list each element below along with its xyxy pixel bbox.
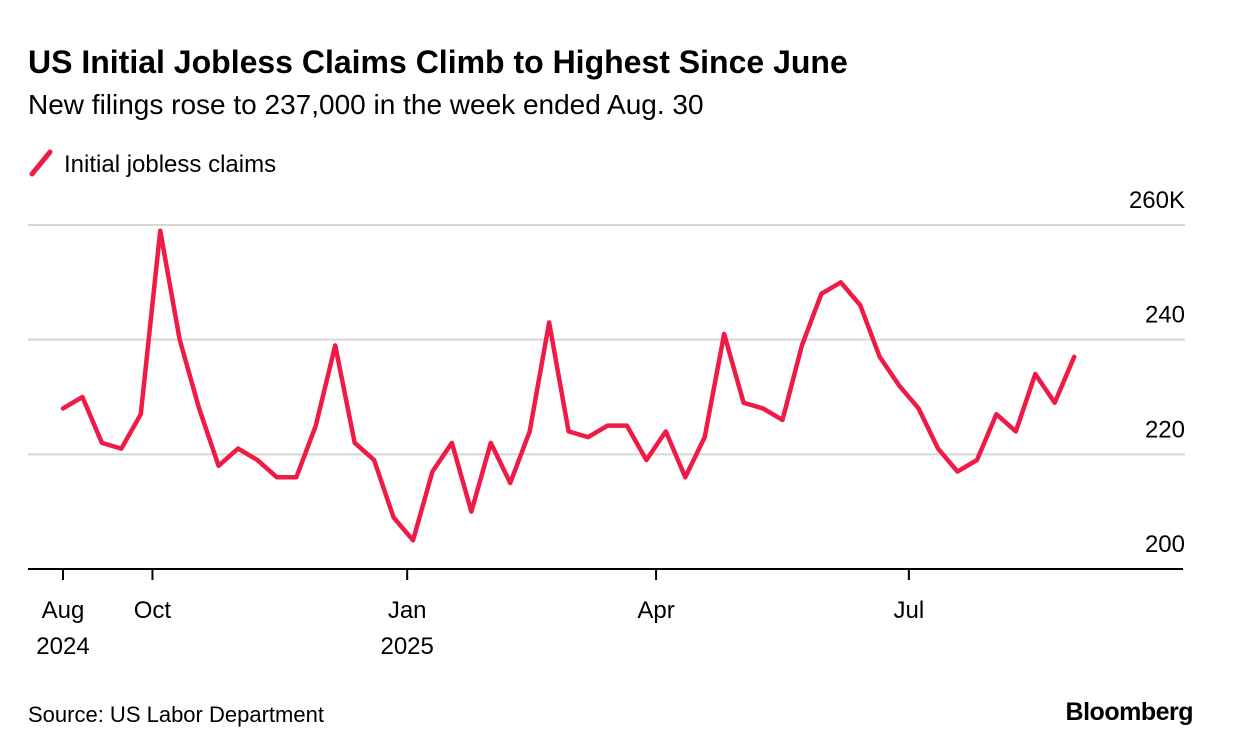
chart-subtitle: New filings rose to 237,000 in the week … — [28, 89, 704, 120]
legend-label: Initial jobless claims — [64, 151, 276, 178]
x-tick-label: Apr — [637, 597, 674, 624]
legend-swatch — [29, 149, 53, 177]
chart-title: US Initial Jobless Claims Climb to Highe… — [28, 44, 848, 80]
x-tick-label: Aug 2024 — [36, 597, 89, 660]
series-line — [60, 228, 1077, 543]
x-tick-label: Jan 2025 — [380, 597, 433, 660]
source: Source: US Labor Department — [28, 702, 324, 727]
x-tick-label: Oct — [134, 597, 172, 624]
y-tick-label: 200 — [1145, 531, 1185, 558]
y-tick-label: 220 — [1145, 416, 1185, 443]
y-tick-label: 260K — [1129, 187, 1185, 214]
credit: Bloomberg — [1066, 698, 1193, 726]
x-tick-label: Jul — [894, 597, 925, 624]
y-tick-label: 240 — [1145, 302, 1185, 329]
